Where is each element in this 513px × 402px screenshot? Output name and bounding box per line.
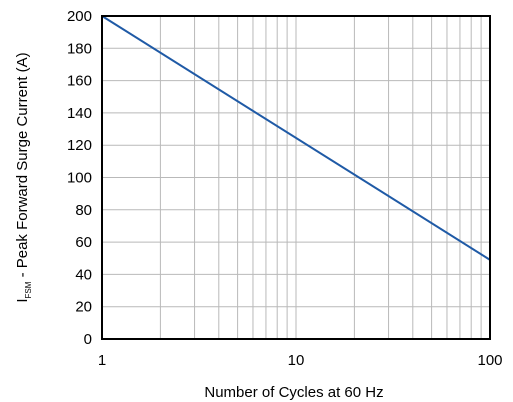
y-axis-symbol: I [14,298,31,302]
y-tick-label: 180 [67,40,92,57]
plot-frame [101,15,491,340]
y-tick-label: 20 [75,299,92,316]
y-axis-text: - Peak Forward Surge Current (A) [14,52,31,281]
y-tick-label: 40 [75,266,92,283]
y-tick-label: 140 [67,105,92,122]
series-group [101,15,491,261]
x-tick-label: 10 [288,352,305,369]
x-tick-labels: 1 10 100 [98,352,503,369]
series-line [101,15,491,261]
y-axis-subscript: FSM [24,281,33,298]
x-tick-label: 1 [98,352,106,369]
y-axis-title: IFSM - Peak Forward Surge Current (A) [14,52,33,302]
y-tick-label: 0 [84,331,92,348]
y-tick-label: 160 [67,73,92,90]
y-tick-label: 60 [75,234,92,251]
y-tick-label: 120 [67,137,92,154]
y-tick-labels: 0 20 40 60 80 100 120 140 160 180 200 [67,8,92,348]
grid [101,15,491,340]
y-tick-label: 200 [67,8,92,25]
x-tick-label: 100 [477,352,502,369]
y-tick-label: 100 [67,170,92,187]
y-tick-label: 80 [75,202,92,219]
x-axis-title: Number of Cycles at 60 Hz [204,384,383,401]
